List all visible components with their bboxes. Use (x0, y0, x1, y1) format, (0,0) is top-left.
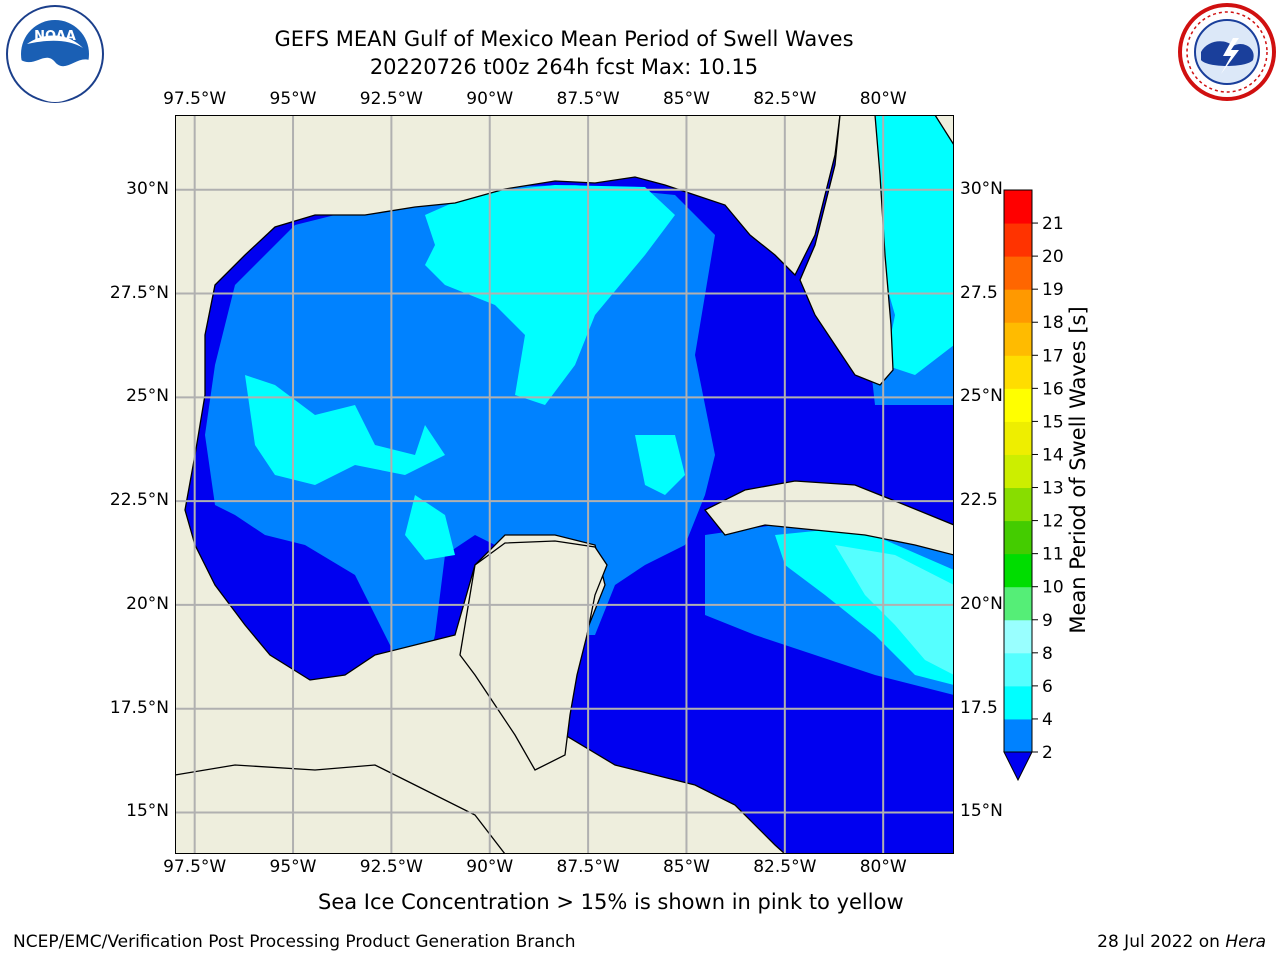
latitude-label-left: 25°N (126, 386, 169, 407)
land-cuba (703, 480, 954, 556)
colorbar-extend-arrow (1003, 751, 1033, 782)
colorbar-block (1004, 322, 1032, 356)
longitude-label-bottom: 97.5°W (163, 857, 227, 877)
run-date-text: 28 Jul 2022 on (1097, 932, 1226, 952)
colorbar: 2 4 6 8 9 10 11 12 13 14 15 16 17 18 19 20 21 (1003, 189, 1064, 782)
chart-subtitle: 20220726 t00z 264h fcst Max: 10.15 (369, 55, 759, 79)
swell-4-6s-mid (635, 435, 685, 495)
longitude-label-top: 95°W (269, 89, 317, 109)
longitude-label-top: 90°W (466, 89, 514, 109)
longitude-label-bottom: 95°W (269, 857, 317, 877)
latitude-label-right: 17.5 (960, 697, 998, 718)
longitude-label-top: 97.5°W (163, 89, 227, 109)
chart-title: GEFS MEAN Gulf of Mexico Mean Period of … (274, 27, 854, 51)
colorbar-block (1004, 190, 1032, 224)
colorbar-block (1004, 619, 1032, 654)
latitude-label-right: 22.5 (960, 490, 998, 511)
colorbar-tick-label: 14 (1042, 445, 1064, 465)
longitude-label-top: 85°W (662, 89, 710, 109)
gulf-of-mexico-map (175, 115, 954, 854)
colorbar-block (1004, 388, 1032, 422)
national-weather-service-logo (1178, 3, 1276, 101)
noaa-logo-text: NOAA (34, 29, 76, 44)
colorbar-tick-label: 16 (1042, 379, 1064, 399)
sea-ice-note: Sea Ice Concentration > 15% is shown in … (318, 890, 904, 914)
longitude-label-top: 92.5°W (359, 89, 423, 109)
colorbar-tick-label: 21 (1042, 214, 1064, 234)
land-florida (799, 115, 894, 386)
swell-4-6s-atlantic (865, 115, 954, 375)
colorbar-block (1004, 487, 1032, 522)
latitude-label-left: 30°N (126, 178, 169, 199)
longitude-label-top: 80°W (859, 89, 907, 109)
colorbar-block (1004, 223, 1032, 257)
colorbar-tick-label: 9 (1042, 611, 1053, 631)
latitude-label-left: 22.5°N (109, 490, 169, 511)
colorbar-block (1004, 553, 1032, 588)
colorbar-block (1004, 652, 1032, 687)
latitude-label-left: 17.5°N (109, 697, 169, 718)
latitude-label-right: 20°N (960, 593, 1003, 614)
land-us-mexico (175, 115, 954, 854)
colorbar-block (1004, 454, 1032, 489)
land-yucatan (459, 540, 608, 771)
colorbar-block (1004, 586, 1032, 621)
longitude-label-bottom: 80°W (859, 857, 907, 877)
colorbar-label: Mean Period of Swell Waves [s] (1066, 306, 1090, 634)
noaa-logo: NOAA (6, 5, 104, 103)
colorbar-tick-label: 18 (1042, 313, 1064, 333)
colorbar-tick-label: 4 (1042, 710, 1053, 730)
colorbar-tick-label: 15 (1042, 412, 1064, 432)
latitude-label-right: 15°N (960, 801, 1003, 822)
longitude-label-top: 82.5°W (753, 89, 817, 109)
colorbar-tick-label: 19 (1042, 280, 1064, 300)
map-gridlines (175, 115, 954, 854)
longitude-label-bottom: 85°W (662, 857, 710, 877)
swell-4-6s-north (425, 185, 675, 405)
colorbar-tick-label: 13 (1042, 479, 1064, 499)
run-date: 28 Jul 2022 on Hera (1097, 932, 1266, 952)
colorbar-tick-label: 17 (1042, 346, 1064, 366)
colorbar-frame (1003, 189, 1033, 753)
longitude-label-bottom: 90°W (466, 857, 514, 877)
latitude-label-left: 15°N (126, 801, 169, 822)
swell-6-8s-caribbean (835, 545, 954, 675)
colorbar-tick-label: 11 (1042, 545, 1064, 565)
colorbar-block (1004, 520, 1032, 555)
colorbar-block (1004, 355, 1032, 389)
longitude-label-bottom: 87.5°W (556, 857, 620, 877)
colorbar-tick-label: 8 (1042, 644, 1053, 664)
colorbar-block (1004, 685, 1032, 720)
longitude-label-top: 87.5°W (556, 89, 620, 109)
colorbar-block (1004, 718, 1032, 753)
longitude-label-bottom: 82.5°W (753, 857, 817, 877)
latitude-label-left: 27.5°N (109, 282, 169, 303)
colorbar-block (1004, 256, 1032, 290)
colorbar-tick-label: 6 (1042, 677, 1053, 697)
latitude-label-right: 27.5 (960, 282, 998, 303)
credit-text: NCEP/EMC/Verification Post Processing Pr… (13, 932, 576, 952)
longitude-label-bottom: 92.5°W (359, 857, 423, 877)
colorbar-tick-label: 20 (1042, 247, 1064, 267)
latitude-label-left: 20°N (126, 593, 169, 614)
swell-4-6s-south (405, 495, 455, 560)
swell-4-6s-west (245, 375, 445, 485)
colorbar-block (1004, 289, 1032, 323)
colorbar-tick-label: 12 (1042, 512, 1064, 532)
colorbar-tick-label: 2 (1042, 743, 1053, 763)
colorbar-tick-label: 10 (1042, 578, 1064, 598)
latitude-label-right: 30°N (960, 178, 1003, 199)
latitude-label-right: 25°N (960, 386, 1003, 407)
machine-name: Hera (1225, 932, 1266, 952)
colorbar-block (1004, 421, 1032, 455)
